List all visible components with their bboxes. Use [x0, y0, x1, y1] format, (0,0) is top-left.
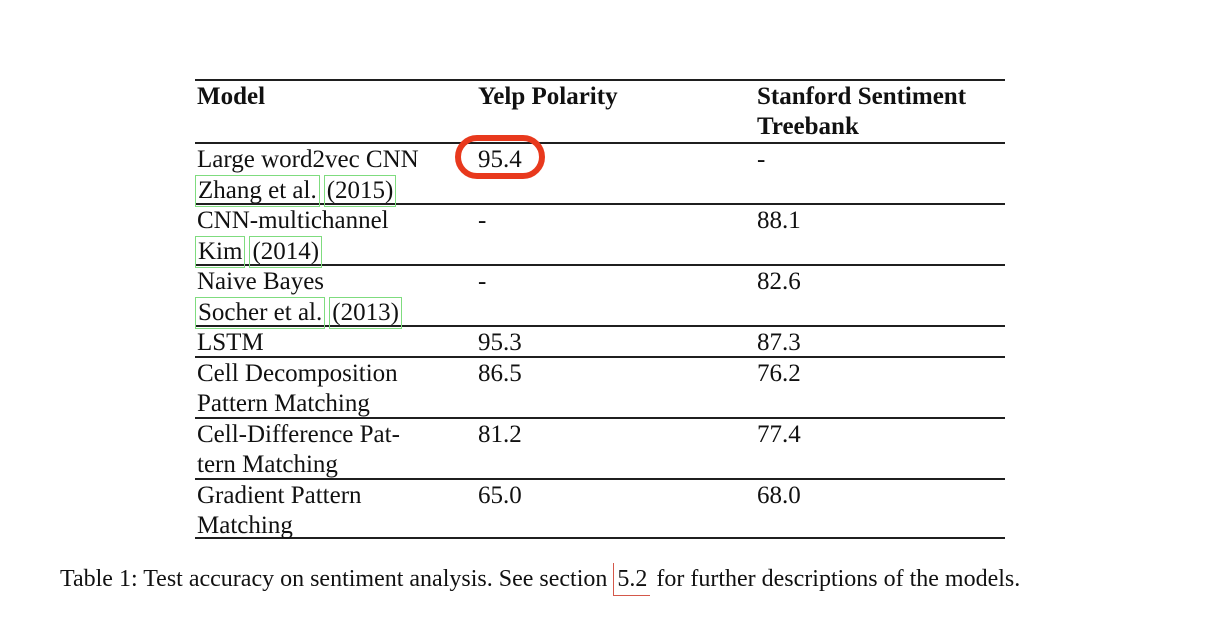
column-header-model: Model: [197, 83, 266, 110]
sst-cell: 87.3: [757, 329, 801, 356]
yelp-polarity-cell: 65.0: [478, 482, 522, 509]
table-row-cnn-multichannel: CNN-multichannel Kim (2014) - 88.1: [195, 203, 1005, 268]
table-row-cell-difference: Cell-Difference Pat- tern Matching 81.2 …: [195, 417, 1005, 478]
yelp-polarity-cell: -: [478, 207, 487, 234]
sst-cell: 77.4: [757, 421, 801, 448]
model-cell: Naive Bayes Socher et al. (2013): [195, 266, 476, 329]
citation-link[interactable]: Zhang et al.: [195, 175, 320, 207]
yelp-polarity-cell: 86.5: [478, 360, 522, 387]
column-header-yelp-polarity: Yelp Polarity: [478, 83, 618, 110]
model-cell: LSTM: [197, 329, 264, 356]
table-header-row: Model Yelp Polarity Stanford Sentiment T…: [195, 79, 1005, 142]
model-cell: CNN-multichannel Kim (2014): [195, 205, 476, 268]
sst-cell: -: [757, 146, 766, 173]
model-name: Gradient Pattern: [197, 482, 362, 509]
column-header-stanford-sentiment-treebank: Stanford Sentiment Treebank: [757, 83, 967, 140]
yelp-polarity-cell: 81.2: [478, 421, 522, 448]
table-row-lstm: LSTM 95.3 87.3: [195, 325, 1005, 356]
table-row-gradient-pattern: Gradient Pattern Matching 65.0 68.0: [195, 478, 1005, 539]
model-name: Naive Bayes: [197, 268, 325, 295]
sst-cell: 76.2: [757, 360, 801, 387]
model-name: Cell-Difference Pat-: [197, 421, 400, 448]
table-row-cell-decomposition: Cell Decomposition Pattern Matching 86.5…: [195, 356, 1005, 417]
sst-cell: 88.1: [757, 207, 801, 234]
highlighted-value: 95.4: [455, 135, 545, 179]
citation-year-link[interactable]: (2013): [329, 297, 402, 329]
citation-year-link[interactable]: (2014): [249, 236, 323, 268]
model-citation: Kim (2014): [195, 236, 476, 268]
citation-link[interactable]: Kim: [195, 236, 246, 268]
section-link[interactable]: 5.2: [613, 563, 651, 596]
caption-prefix: Table 1: Test accuracy on sentiment anal…: [60, 566, 614, 592]
yelp-polarity-cell: 95.4: [455, 135, 755, 207]
caption-suffix: for further descriptions of the models.: [650, 566, 1021, 592]
citation-year-link[interactable]: (2015): [323, 175, 397, 207]
model-cell: Large word2vec CNN Zhang et al. (2015): [195, 144, 476, 207]
model-name-line2: Pattern Matching: [197, 390, 370, 417]
model-name-line2: Matching: [197, 512, 293, 539]
yelp-value: 95.4: [478, 146, 522, 173]
table-row-naive-bayes: Naive Bayes Socher et al. (2013) - 82.6: [195, 264, 1005, 329]
model-name-line2: tern Matching: [197, 451, 338, 478]
model-citation: Socher et al. (2013): [195, 297, 476, 329]
model-cell: Cell Decomposition Pattern Matching: [195, 358, 476, 419]
model-name: CNN-multichannel: [197, 207, 389, 234]
model-name: Cell Decomposition: [197, 360, 398, 387]
sst-cell: 68.0: [757, 482, 801, 509]
model-name: Large word2vec CNN: [197, 146, 419, 173]
table-row-large-word2vec-cnn: Large word2vec CNN Zhang et al. (2015) 95…: [195, 135, 1005, 207]
model-cell: Gradient Pattern Matching: [195, 480, 476, 541]
yelp-polarity-cell: -: [478, 268, 487, 295]
model-cell: Cell-Difference Pat- tern Matching: [195, 419, 476, 480]
yelp-polarity-cell: 95.3: [478, 329, 522, 356]
sst-cell: 82.6: [757, 268, 801, 295]
model-citation: Zhang et al. (2015): [195, 175, 476, 207]
results-table: Model Yelp Polarity Stanford Sentiment T…: [195, 79, 1005, 539]
citation-link[interactable]: Socher et al.: [195, 297, 326, 329]
table-caption: Table 1: Test accuracy on sentiment anal…: [60, 563, 1170, 596]
